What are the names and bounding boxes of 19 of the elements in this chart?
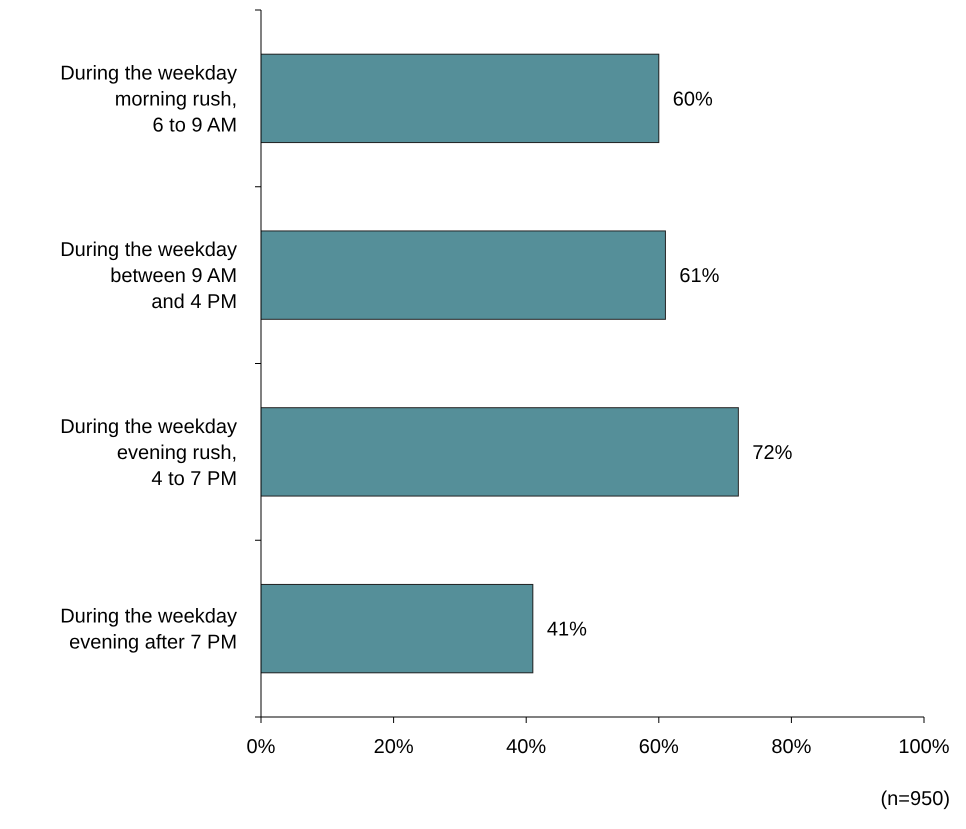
data-label: 41% [546, 618, 588, 641]
y-tick-label: During the weekday morning rush, 6 to 9 AM [60, 62, 237, 136]
data-label: 72% [752, 442, 793, 464]
y-tick-label: During the weekday evening after 7 PM [60, 606, 237, 654]
data-label: 60% [672, 88, 714, 110]
x-tick-label: 0% [246, 736, 276, 758]
bar [260, 54, 660, 144]
y-tick-label: During the weekday evening rush, 4 to 7 PM [60, 416, 237, 490]
data-label: 61% [679, 265, 720, 288]
x-tick-label: 40% [506, 736, 546, 758]
x-tick-label: 60% [638, 736, 680, 758]
bar [260, 230, 666, 320]
x-tick-label: 20% [374, 736, 414, 758]
y-tick-label: During the weekday between 9 AM and 4 PM [60, 239, 237, 314]
bar [260, 584, 534, 674]
text: (n=950) [880, 788, 950, 810]
x-tick-label: 100% [898, 736, 950, 758]
x-tick-label: 80% [771, 736, 812, 758]
bar [260, 407, 739, 497]
